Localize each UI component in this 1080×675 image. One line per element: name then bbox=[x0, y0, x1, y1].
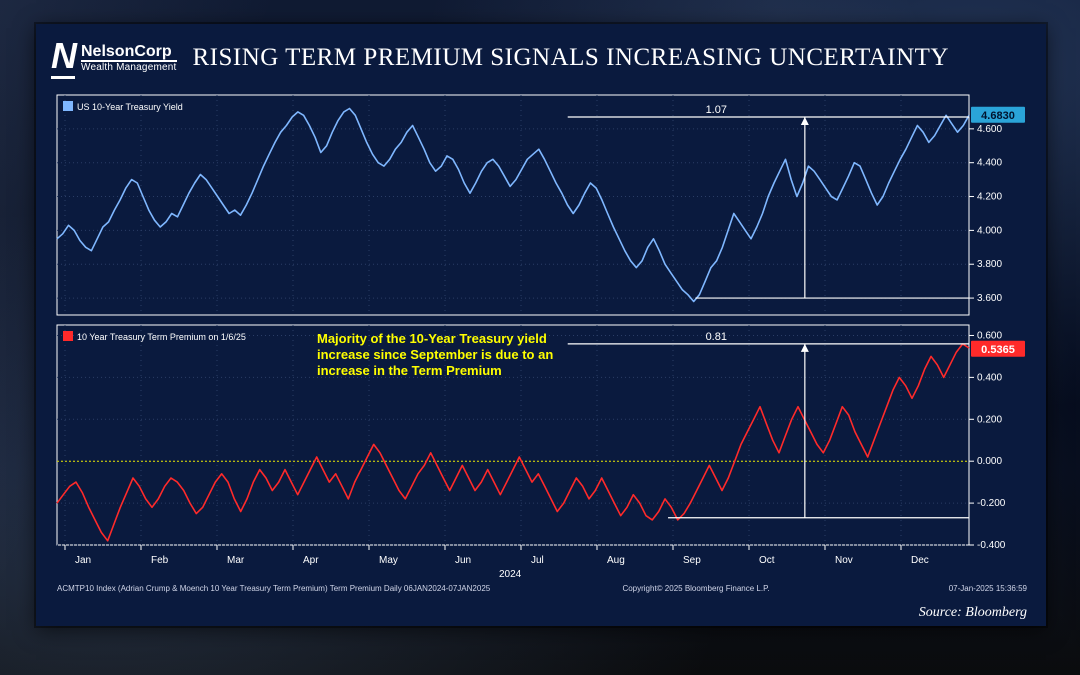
logo-initial: N bbox=[51, 38, 75, 79]
svg-text:07-Jan-2025 15:36:59: 07-Jan-2025 15:36:59 bbox=[949, 584, 1028, 593]
svg-text:Mar: Mar bbox=[227, 555, 245, 566]
svg-text:4.6830: 4.6830 bbox=[981, 110, 1015, 122]
chart-area: 3.600 3.800 4.000 4.200 4.400 4.600 -0.400 -0.2… bbox=[51, 89, 1031, 599]
svg-text:1.07: 1.07 bbox=[706, 104, 727, 116]
svg-text:Copyright© 2025 Bloomberg Fina: Copyright© 2025 Bloomberg Finance L.P. bbox=[622, 584, 769, 593]
svg-text:May: May bbox=[379, 555, 398, 566]
svg-text:0.400: 0.400 bbox=[977, 372, 1002, 383]
svg-text:4.000: 4.000 bbox=[977, 225, 1002, 236]
svg-text:0.200: 0.200 bbox=[977, 414, 1002, 425]
svg-text:4.200: 4.200 bbox=[977, 192, 1002, 203]
svg-text:-0.400: -0.400 bbox=[977, 540, 1006, 551]
stage-background: N NelsonCorp Wealth Management RISING TE… bbox=[0, 0, 1080, 675]
svg-text:increase since September is du: increase since September is due to an bbox=[317, 347, 553, 362]
svg-text:0.600: 0.600 bbox=[977, 330, 1002, 341]
svg-text:Jul: Jul bbox=[531, 555, 544, 566]
svg-text:Sep: Sep bbox=[683, 555, 701, 566]
svg-text:3.800: 3.800 bbox=[977, 259, 1002, 270]
svg-text:0.000: 0.000 bbox=[977, 456, 1002, 467]
chart-panel: N NelsonCorp Wealth Management RISING TE… bbox=[36, 24, 1046, 626]
svg-text:-0.200: -0.200 bbox=[977, 498, 1006, 509]
brand-line2: Wealth Management bbox=[81, 60, 177, 73]
source-label: Source: Bloomberg bbox=[919, 605, 1027, 621]
svg-text:ACMTP10 Index (Adrian Crump &: ACMTP10 Index (Adrian Crump & Moench 10 … bbox=[57, 584, 491, 593]
svg-text:Feb: Feb bbox=[151, 555, 169, 566]
page-title: RISING TERM PREMIUM SIGNALS INCREASING U… bbox=[193, 44, 949, 72]
svg-text:Jun: Jun bbox=[455, 555, 471, 566]
svg-text:Nov: Nov bbox=[835, 555, 853, 566]
brand-logo: N NelsonCorp Wealth Management bbox=[51, 38, 177, 79]
svg-text:10 Year Treasury Term Premium: 10 Year Treasury Term Premium on 1/6/25 bbox=[77, 332, 246, 342]
svg-text:Dec: Dec bbox=[911, 555, 929, 566]
svg-text:0.5365: 0.5365 bbox=[981, 344, 1015, 356]
logo-text: NelsonCorp Wealth Management bbox=[81, 44, 177, 73]
svg-text:0.81: 0.81 bbox=[706, 331, 727, 343]
svg-text:increase in the Term Premium: increase in the Term Premium bbox=[317, 363, 502, 378]
svg-text:US 10-Year Treasury Yield: US 10-Year Treasury Yield bbox=[77, 102, 183, 112]
svg-text:Majority of the 10-Year Treasu: Majority of the 10-Year Treasury yield bbox=[317, 331, 547, 346]
svg-text:Aug: Aug bbox=[607, 555, 625, 566]
svg-text:Apr: Apr bbox=[303, 555, 319, 566]
svg-text:3.600: 3.600 bbox=[977, 293, 1002, 304]
brand-line1: NelsonCorp bbox=[81, 44, 177, 60]
svg-text:Jan: Jan bbox=[75, 555, 91, 566]
panel-header: N NelsonCorp Wealth Management RISING TE… bbox=[37, 25, 1045, 87]
svg-text:4.600: 4.600 bbox=[977, 124, 1002, 135]
svg-text:2024: 2024 bbox=[499, 569, 522, 580]
svg-text:4.400: 4.400 bbox=[977, 158, 1002, 169]
svg-text:Oct: Oct bbox=[759, 555, 775, 566]
chart-svg: 3.600 3.800 4.000 4.200 4.400 4.600 -0.400 -0.2… bbox=[51, 89, 1031, 599]
